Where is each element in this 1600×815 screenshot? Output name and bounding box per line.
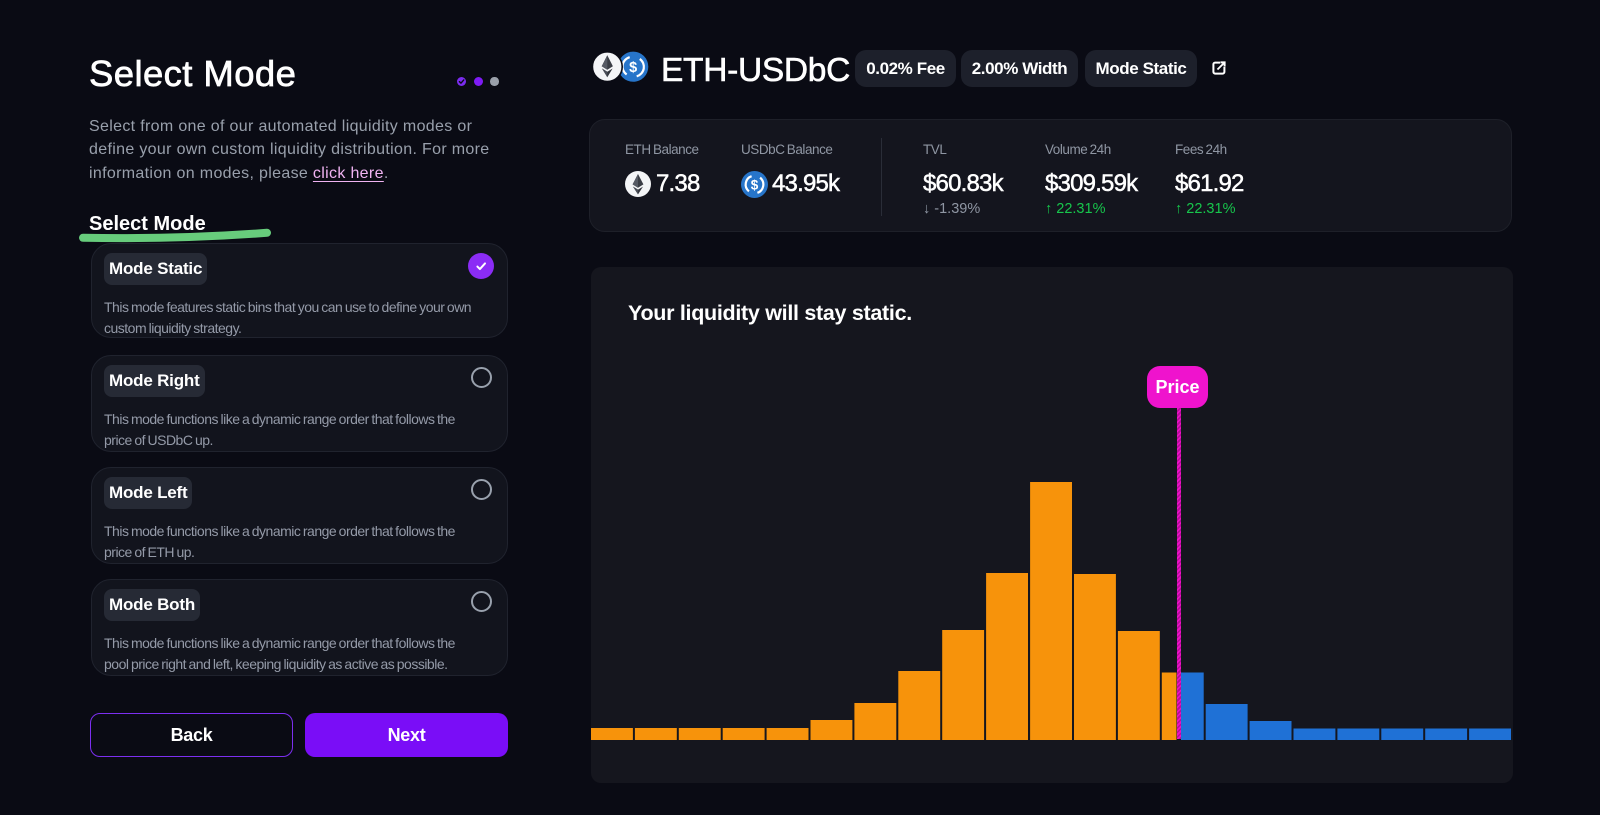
- svg-text:$: $: [629, 60, 637, 76]
- svg-text:$: $: [751, 177, 759, 192]
